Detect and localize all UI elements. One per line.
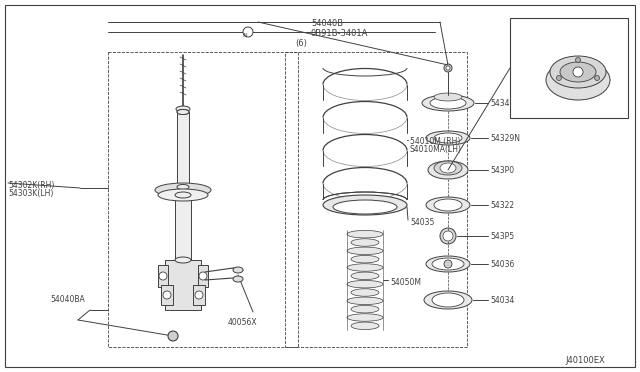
Ellipse shape (432, 258, 464, 270)
Bar (165, 260, 201, 310)
Circle shape (199, 272, 207, 280)
Text: 54303K(LH): 54303K(LH) (8, 189, 53, 198)
Circle shape (168, 331, 178, 341)
Ellipse shape (351, 322, 379, 330)
Ellipse shape (550, 56, 606, 88)
Text: 54040B: 54040B (311, 19, 343, 28)
Text: 40056X: 40056X (228, 318, 258, 327)
Ellipse shape (158, 189, 208, 201)
Text: (6): (6) (295, 39, 307, 48)
Text: 54050M: 54050M (390, 278, 421, 287)
Ellipse shape (428, 161, 468, 179)
Text: 54329N: 54329N (490, 134, 520, 143)
Ellipse shape (546, 60, 610, 100)
Ellipse shape (351, 256, 379, 263)
Circle shape (595, 76, 600, 80)
Text: 543P0: 543P0 (490, 166, 514, 175)
Ellipse shape (347, 280, 383, 288)
Circle shape (243, 27, 253, 37)
Ellipse shape (424, 291, 472, 309)
Text: 54322: 54322 (490, 201, 514, 210)
Ellipse shape (430, 97, 466, 109)
Text: 54320: 54320 (545, 108, 572, 117)
Circle shape (575, 58, 580, 62)
Text: 54040BA: 54040BA (50, 295, 84, 304)
Ellipse shape (176, 106, 190, 112)
Ellipse shape (347, 230, 383, 238)
Bar (108, 52, 298, 347)
Circle shape (444, 260, 452, 268)
Bar (175, 195, 191, 260)
Ellipse shape (323, 195, 407, 215)
Circle shape (556, 76, 561, 80)
Ellipse shape (560, 62, 596, 82)
Text: 54010M (RH): 54010M (RH) (410, 137, 460, 146)
Ellipse shape (347, 264, 383, 271)
Ellipse shape (347, 247, 383, 254)
Ellipse shape (175, 257, 191, 263)
Ellipse shape (177, 185, 189, 189)
Bar (161, 285, 173, 305)
Bar (198, 265, 208, 287)
Bar (510, 18, 628, 118)
Ellipse shape (347, 297, 383, 305)
Text: VK45DE: VK45DE (515, 31, 546, 40)
Text: 0B91B-3401A: 0B91B-3401A (311, 29, 369, 38)
Circle shape (443, 231, 453, 241)
Text: 5434B: 5434B (490, 99, 515, 108)
Ellipse shape (426, 197, 470, 213)
Text: 54034: 54034 (490, 296, 515, 305)
Circle shape (446, 66, 450, 70)
Bar (193, 285, 205, 305)
Ellipse shape (155, 183, 211, 197)
Circle shape (444, 64, 452, 72)
Bar (285, 52, 467, 347)
Ellipse shape (233, 276, 243, 282)
Text: S4010MA(LH): S4010MA(LH) (410, 145, 462, 154)
Ellipse shape (333, 200, 397, 214)
Circle shape (163, 291, 171, 299)
Ellipse shape (426, 256, 470, 272)
Text: J40100EX: J40100EX (565, 356, 605, 365)
Ellipse shape (233, 267, 243, 273)
Ellipse shape (351, 239, 379, 246)
Ellipse shape (422, 95, 474, 111)
Text: 543P5: 543P5 (490, 232, 514, 241)
Ellipse shape (440, 163, 456, 173)
Text: N: N (243, 32, 248, 38)
Ellipse shape (351, 272, 379, 280)
Ellipse shape (175, 192, 191, 198)
Ellipse shape (434, 199, 462, 211)
Ellipse shape (177, 109, 189, 115)
Text: 54302K(RH): 54302K(RH) (8, 181, 54, 190)
Ellipse shape (434, 161, 462, 175)
Text: 54035: 54035 (410, 218, 435, 227)
Ellipse shape (351, 305, 379, 313)
Ellipse shape (426, 131, 470, 145)
Bar (177, 112, 189, 187)
Circle shape (159, 272, 167, 280)
Ellipse shape (432, 293, 464, 307)
Ellipse shape (177, 109, 189, 115)
Circle shape (573, 67, 583, 77)
Text: *VQ35IE: *VQ35IE (515, 23, 547, 32)
Ellipse shape (347, 314, 383, 321)
Circle shape (195, 291, 203, 299)
Text: 54036: 54036 (490, 260, 515, 269)
Ellipse shape (434, 133, 462, 143)
Bar (158, 265, 168, 287)
Ellipse shape (351, 289, 379, 296)
Circle shape (440, 228, 456, 244)
Ellipse shape (434, 93, 462, 101)
